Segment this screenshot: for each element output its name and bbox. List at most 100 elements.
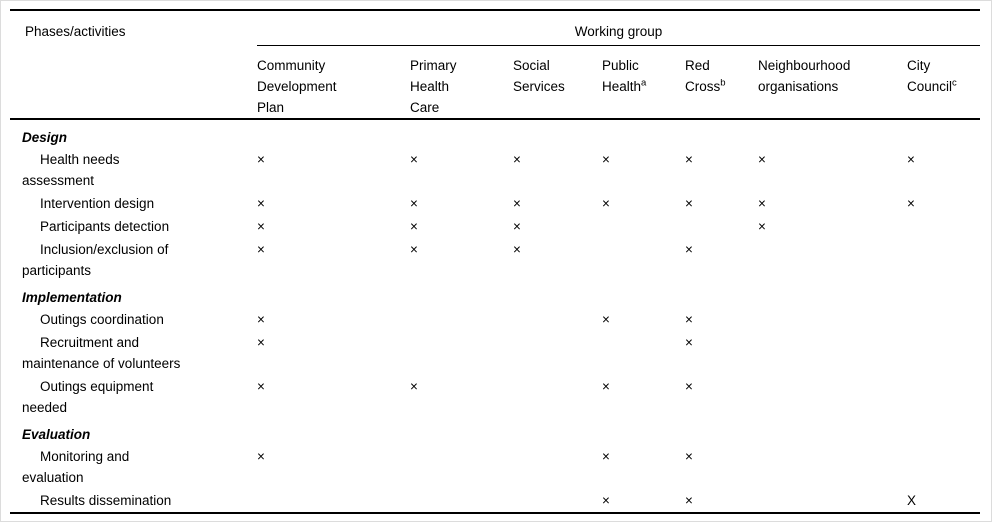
table-row: Outings coordination × × × <box>10 308 980 331</box>
mark-cell: × <box>257 312 265 327</box>
table-row: Participants detection × × × × <box>10 215 980 238</box>
row-label: Inclusion/exclusion of participants <box>10 238 257 282</box>
empty-cell <box>602 215 685 238</box>
row-label-line-1: Health needs <box>40 152 120 167</box>
mark-cell: × <box>257 449 265 464</box>
empty-cell <box>907 308 980 331</box>
empty-cell <box>602 238 685 282</box>
section-row: Evaluation <box>10 419 980 445</box>
empty-cell <box>758 238 907 282</box>
empty-cell <box>410 308 513 331</box>
mark-cell: × <box>257 379 265 394</box>
empty-cell <box>513 375 602 419</box>
empty-cell <box>257 489 410 513</box>
empty-cell <box>758 445 907 489</box>
col-header-city-council: City Councilc <box>907 45 981 120</box>
empty-cell <box>907 215 980 238</box>
mark-cell: × <box>758 196 766 211</box>
mark-cell: × <box>602 196 610 211</box>
mark-cell: × <box>602 379 610 394</box>
mark-cell: × <box>602 449 610 464</box>
empty-cell <box>758 308 907 331</box>
row-label-line-1: Results dissemination <box>40 493 172 508</box>
mark-cell: × <box>685 379 693 394</box>
row-label: Participants detection <box>10 215 257 238</box>
row-label-line-1: Intervention design <box>40 196 155 211</box>
col-header-phases-activities: Phases/activities <box>10 10 257 120</box>
mark-cell: × <box>410 219 418 234</box>
row-label-line-1: Recruitment and <box>40 335 140 350</box>
empty-cell <box>513 331 602 375</box>
empty-cell <box>410 445 513 489</box>
empty-cell <box>513 308 602 331</box>
mark-cell: × <box>907 152 915 167</box>
col-header-primary-health-care: Primary Health Care <box>410 45 513 120</box>
section-header-implementation: Implementation <box>22 290 122 305</box>
mark-cell: × <box>257 196 265 211</box>
table-row: Monitoring and evaluation × × × <box>10 445 980 489</box>
mark-cell: × <box>685 196 693 211</box>
mark-cell: × <box>758 152 766 167</box>
col-header-social-services: Social Services <box>513 45 602 120</box>
row-label-line-2: participants <box>22 263 92 278</box>
row-label-line-2: assessment <box>22 173 95 188</box>
mark-cell: × <box>513 242 521 257</box>
row-label-line-1: Monitoring and <box>40 449 130 464</box>
section-row: Implementation <box>10 282 980 308</box>
mark-cell: × <box>513 219 521 234</box>
row-label: Monitoring and evaluation <box>10 445 257 489</box>
mark-cell: × <box>602 312 610 327</box>
row-label: Intervention design <box>10 192 257 215</box>
row-label: Results dissemination <box>10 489 257 513</box>
mark-cell: × <box>513 196 521 211</box>
table-row: Intervention design × × × × × × × <box>10 192 980 215</box>
row-label: Recruitment and maintenance of volunteers <box>10 331 257 375</box>
row-label: Health needs assessment <box>10 148 257 192</box>
row-label-line-2: needed <box>22 400 68 415</box>
row-label: Outings coordination <box>10 308 257 331</box>
table-row: Inclusion/exclusion of participants × × × × <box>10 238 980 282</box>
row-label-line-2: evaluation <box>22 470 84 485</box>
mark-cell: × <box>257 335 265 350</box>
table-row: Results dissemination × × X <box>10 489 980 513</box>
empty-cell <box>513 489 602 513</box>
mark-cell: × <box>602 493 610 508</box>
empty-cell <box>602 331 685 375</box>
row-label: Outings equipment needed <box>10 375 257 419</box>
table-row: Recruitment and maintenance of volunteers… <box>10 331 980 375</box>
empty-cell <box>907 445 980 489</box>
col-header-red-cross: Red Crossb <box>685 45 758 120</box>
mark-cell: × <box>513 152 521 167</box>
col-header-public-health: Public Healtha <box>602 45 685 120</box>
mark-cell: × <box>410 379 418 394</box>
col-header-neighbourhood-organisations: Neighbourhood organisations <box>758 45 907 120</box>
mark-cell: × <box>410 196 418 211</box>
empty-cell <box>758 375 907 419</box>
empty-cell <box>758 331 907 375</box>
mark-cell: × <box>685 312 693 327</box>
mark-cell: × <box>685 335 693 350</box>
group-header-working-group: Working group <box>257 10 981 46</box>
mark-cell: × <box>685 449 693 464</box>
mark-cell: × <box>602 152 610 167</box>
empty-cell <box>907 331 980 375</box>
row-label-line-1: Outings equipment <box>40 379 154 394</box>
section-row: Design <box>10 119 980 148</box>
mark-cell: × <box>758 219 766 234</box>
empty-cell <box>907 238 980 282</box>
empty-cell <box>685 215 758 238</box>
empty-cell <box>907 375 980 419</box>
row-label-line-2: maintenance of volunteers <box>22 356 181 371</box>
header-row-2: Community Development Plan Primary Health Car… <box>10 45 981 120</box>
footnote-marker: c <box>952 77 957 89</box>
empty-cell <box>758 489 907 513</box>
empty-cell <box>513 445 602 489</box>
table-row: Outings equipment needed × × × × <box>10 375 980 419</box>
section-header-evaluation: Evaluation <box>22 427 91 442</box>
footnote-marker: b <box>720 77 726 89</box>
row-label-line-1: Outings coordination <box>40 312 164 327</box>
mark-cell: × <box>907 196 915 211</box>
mark-cell: X <box>907 493 917 508</box>
row-label-line-1: Participants detection <box>40 219 170 234</box>
